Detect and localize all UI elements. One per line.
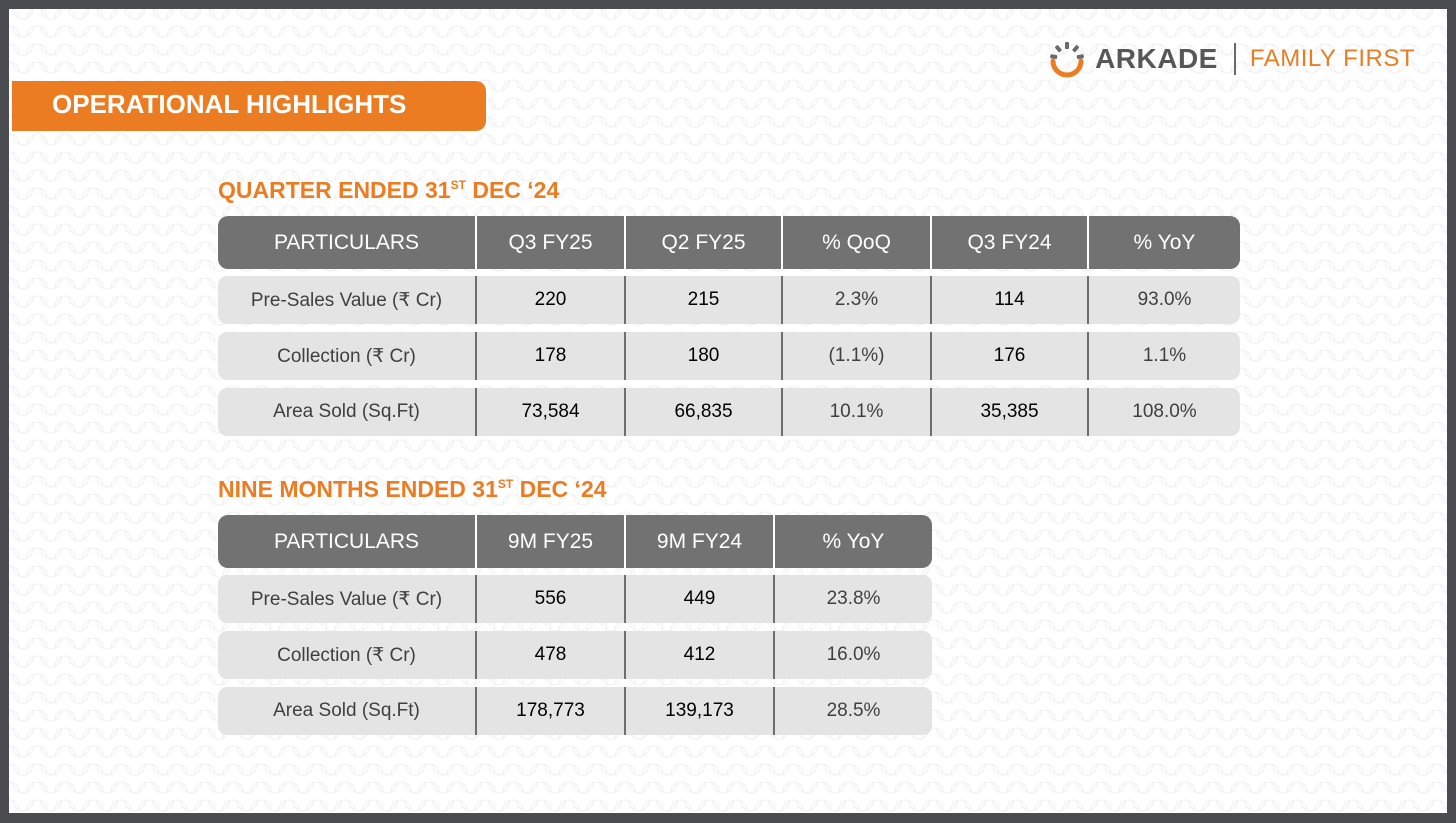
row-label: Pre-Sales Value (₹ Cr) <box>250 289 443 311</box>
nine-months-title-prefix: NINE MONTHS ENDED 31 <box>218 476 498 502</box>
column-header: Q2 FY25 <box>624 216 781 269</box>
table-cell: 66,835 <box>624 388 781 436</box>
table-header-row: PARTICULARS 9M FY25 9M FY24% YoY <box>218 515 932 568</box>
table-row: Collection (₹ Cr) 478 412 16.0% <box>218 631 932 679</box>
quarter-table: PARTICULARS Q3 FY25 Q2 FY25% QoQ Q3 FY24% Y… <box>218 216 1240 440</box>
nine-months-title-suffix: DEC ‘24 <box>513 476 607 502</box>
table-cell: 114 <box>930 276 1087 324</box>
table-cell: 478 <box>475 631 624 679</box>
table-cell: 178 <box>475 332 624 380</box>
quarter-title-prefix: QUARTER ENDED 31 <box>218 177 451 203</box>
brand-logo: ARKADE FAMILY FIRST <box>1047 39 1415 79</box>
table-row: Collection (₹ Cr) 178 180 (1.1%) 176 1.1% <box>218 332 1240 380</box>
column-header: % YoY <box>773 515 932 568</box>
row-label: Pre-Sales Value (₹ Cr) <box>250 588 443 610</box>
logo-brand-text: ARKADE <box>1095 43 1218 74</box>
logo-divider <box>1233 43 1236 75</box>
nine-months-title-sup: ST <box>497 477 514 491</box>
nine-months-section-title: NINE MONTHS ENDED 31ST DEC ‘24 <box>218 476 607 503</box>
column-header: % YoY <box>1087 216 1240 269</box>
row-label: Area Sold (Sq.Ft) <box>273 700 420 721</box>
column-header: 9M FY24 <box>624 515 773 568</box>
column-header: 9M FY25 <box>475 515 624 568</box>
table-row: Pre-Sales Value (₹ Cr) 556 449 23.8% <box>218 575 932 623</box>
row-label: Area Sold (Sq.Ft) <box>273 401 420 422</box>
table-row: Pre-Sales Value (₹ Cr) 220 215 2.3% 114 93.0% <box>218 276 1240 324</box>
logo-tagline: FAMILY FIRST <box>1249 45 1415 72</box>
column-header: Q3 FY25 <box>475 216 624 269</box>
table-cell: 108.0% <box>1087 388 1240 436</box>
column-header: % QoQ <box>781 216 930 269</box>
table-cell: 220 <box>475 276 624 324</box>
slide: ARKADE FAMILY FIRST OPERATIONAL HIGHLIGH… <box>9 9 1447 813</box>
table-cell: 93.0% <box>1087 276 1240 324</box>
quarter-title-sup: ST <box>450 178 466 192</box>
table-row: Area Sold (Sq.Ft) 178,773 139,173 28.5% <box>218 687 932 735</box>
table-header-row: PARTICULARS Q3 FY25 Q2 FY25% QoQ Q3 FY24% Y… <box>218 216 1240 269</box>
column-header: PARTICULARS <box>273 230 420 254</box>
table-cell: 180 <box>624 332 781 380</box>
row-label: Collection (₹ Cr) <box>277 345 416 367</box>
table-cell: 73,584 <box>475 388 624 436</box>
table-cell: 1.1% <box>1087 332 1240 380</box>
table-cell: 176 <box>930 332 1087 380</box>
table-cell: 178,773 <box>475 687 624 735</box>
table-cell: 449 <box>624 575 773 623</box>
arkade-ring-icon <box>1050 42 1085 78</box>
table-cell: 139,173 <box>624 687 773 735</box>
quarter-title-suffix: DEC ‘24 <box>465 177 560 203</box>
table-cell: 35,385 <box>930 388 1087 436</box>
table-cell: 556 <box>475 575 624 623</box>
table-row: Area Sold (Sq.Ft) 73,584 66,835 10.1% 35,385… <box>218 388 1240 436</box>
table-cell: 215 <box>624 276 781 324</box>
nine-months-table: PARTICULARS 9M FY25 9M FY24% YoY Pre-Sales … <box>218 515 932 739</box>
table-cell: 16.0% <box>773 631 932 679</box>
table-cell: 412 <box>624 631 773 679</box>
row-label: Collection (₹ Cr) <box>277 644 416 666</box>
page-title: OPERATIONAL HIGHLIGHTS <box>52 89 407 119</box>
column-header: PARTICULARS <box>273 529 420 553</box>
section-banner: OPERATIONAL HIGHLIGHTS <box>12 81 486 131</box>
table-cell: 28.5% <box>773 687 932 735</box>
table-cell: 2.3% <box>781 276 930 324</box>
quarter-section-title: QUARTER ENDED 31ST DEC ‘24 <box>218 177 559 204</box>
table-cell: (1.1%) <box>781 332 930 380</box>
column-header: Q3 FY24 <box>930 216 1087 269</box>
table-cell: 23.8% <box>773 575 932 623</box>
table-cell: 10.1% <box>781 388 930 436</box>
